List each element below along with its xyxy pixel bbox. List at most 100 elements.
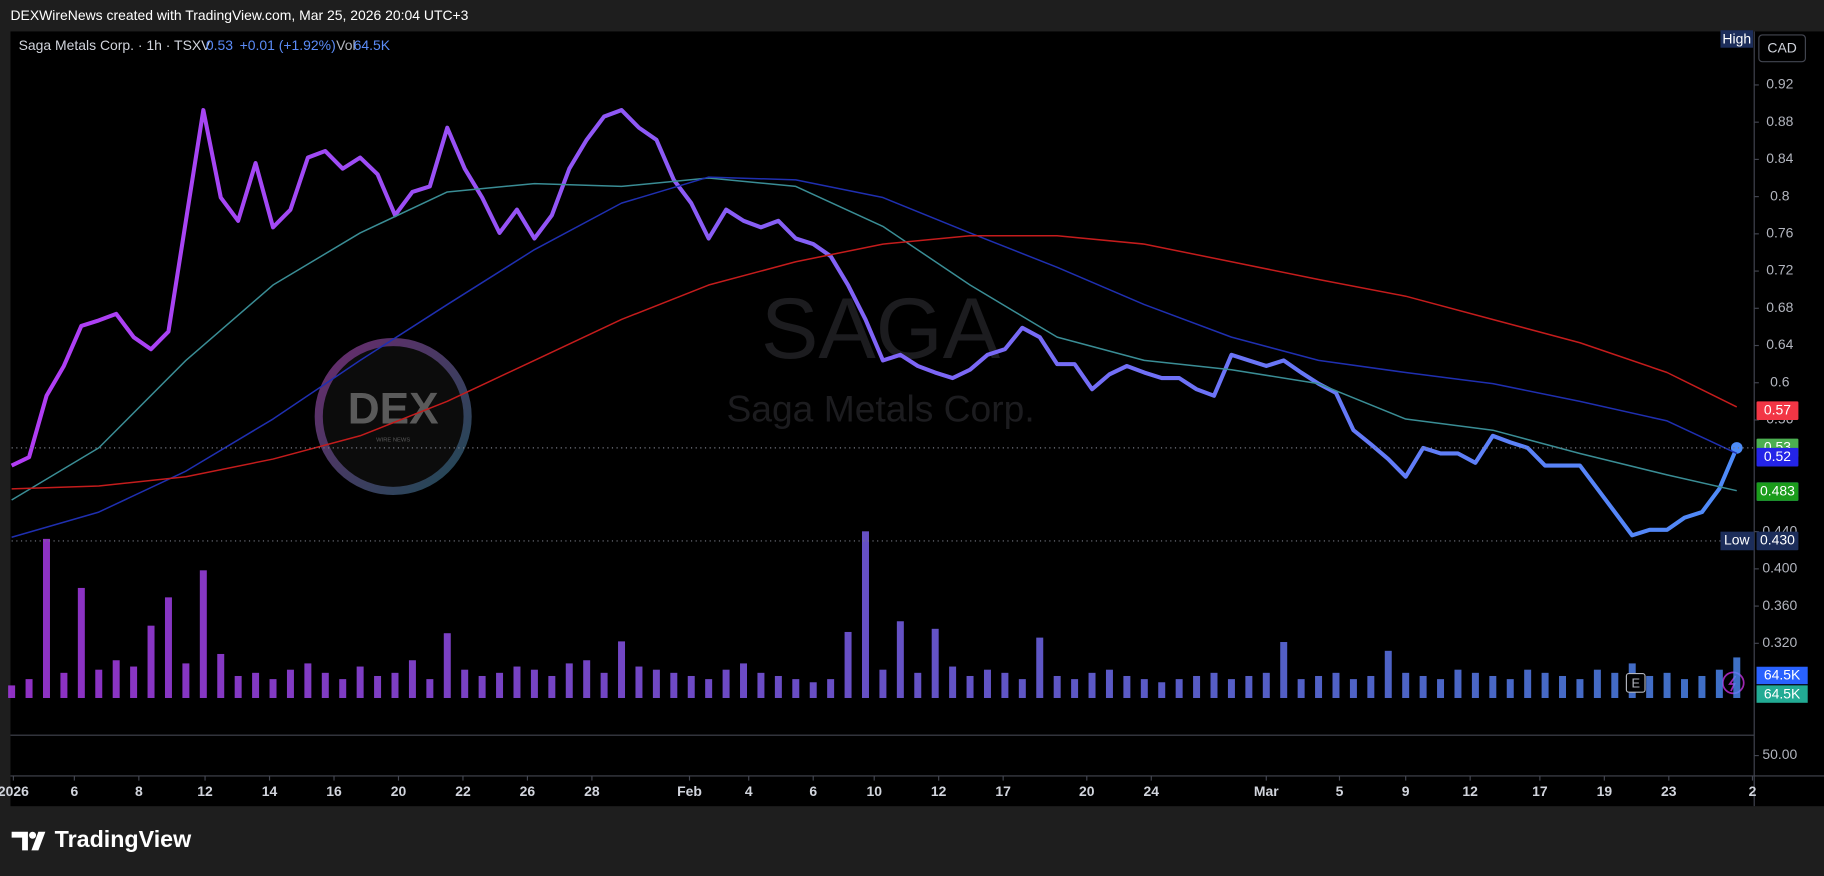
volume-label-box [1756, 685, 1808, 703]
volume-bar [1402, 672, 1410, 698]
volume-bar [130, 666, 138, 698]
volume-bar [1053, 675, 1061, 698]
volume-bar [1733, 657, 1741, 698]
volume-bar [1227, 679, 1235, 698]
price-label: 0.52 [1764, 448, 1791, 464]
moving-average [11, 176, 1738, 538]
x-tick-label: 22 [455, 783, 471, 799]
x-tick-label: 17 [1532, 783, 1548, 799]
price-tag-box [1720, 531, 1755, 551]
x-tick-label: 12 [931, 783, 947, 799]
volume-bar [1262, 672, 1270, 698]
legend-last: 0.53 [206, 37, 233, 53]
volume-bar [774, 675, 782, 698]
volume-bar [652, 669, 660, 698]
y-tick-label: 0.360 [1762, 597, 1797, 613]
volume-bar [1140, 679, 1148, 698]
volume-bar [1105, 669, 1113, 698]
volume-bar [983, 669, 991, 698]
tv-icon-dot [29, 831, 37, 839]
plot: 0.920.880.840.80.760.720.680.640.60.560.… [0, 76, 1808, 799]
volume-bar [374, 675, 382, 698]
volume-label: 64.5K [1764, 667, 1801, 683]
volume-bar [757, 672, 765, 698]
volume-bar [670, 672, 678, 698]
volume-bar [60, 672, 68, 698]
volume-bar [618, 641, 626, 698]
x-tick-label: 17 [995, 783, 1011, 799]
volume-bar [530, 669, 538, 698]
currency-box[interactable] [1758, 34, 1806, 63]
volume-bar [496, 672, 504, 698]
volume-bar [879, 669, 887, 698]
volume-bar [339, 679, 347, 698]
x-tick-label: 9 [1402, 783, 1410, 799]
volume-bar [1646, 675, 1654, 698]
x-tick-label: Feb [677, 783, 702, 799]
volume-bar [565, 663, 573, 698]
volume-bar [949, 666, 957, 698]
volume-bar [391, 672, 399, 698]
volume-bar [1280, 642, 1288, 698]
icon-bolt[interactable] [1728, 675, 1737, 692]
volume-bar [1297, 679, 1305, 698]
volume-bar [269, 679, 277, 698]
volume-bar [513, 666, 521, 698]
volume-bar [827, 679, 835, 698]
x-tick-label: 6 [809, 783, 817, 799]
volume-bar [182, 663, 190, 698]
price-label: 0.57 [1764, 401, 1791, 417]
volume-bar [931, 628, 939, 698]
watermark-ticker: SAGA [761, 281, 1001, 377]
x-tick-label: 6 [70, 783, 78, 799]
volume-bar [896, 621, 904, 698]
x-tick-label: 20 [391, 783, 407, 799]
volume-bar [1489, 675, 1497, 698]
y-tick-label: 0.92 [1766, 76, 1793, 92]
x-tick-label: 20 [1079, 783, 1095, 799]
y-tick-label: 0.320 [1762, 634, 1797, 650]
volume-bar [217, 653, 225, 698]
currency[interactable]: CAD [1767, 40, 1796, 56]
volume-bar [914, 672, 922, 698]
y-tick-label: 0.68 [1766, 299, 1793, 315]
moving-average [11, 234, 1738, 490]
high-tag: High [1722, 30, 1751, 46]
watermark-name: Saga Metals Corp. [726, 388, 1034, 430]
tv-icon [11, 831, 46, 851]
volume-bar [199, 570, 207, 698]
volume-bar [1332, 672, 1340, 698]
volume-bar [1576, 679, 1584, 698]
volume-bar [95, 669, 103, 698]
volume-bar [1681, 679, 1688, 698]
footer-brand: TradingView [55, 826, 192, 852]
logo-ring [314, 337, 472, 495]
x-tick-label: 2026 [0, 783, 29, 799]
volume-bar [583, 660, 591, 698]
volume-bar [286, 669, 294, 698]
x-tick-label: 2 [1749, 783, 1757, 799]
price-line [10, 108, 1739, 538]
volume-bar [1018, 679, 1026, 698]
volume-bar [426, 679, 434, 698]
x-tick-label: 14 [262, 783, 278, 799]
volume-bar [461, 669, 469, 698]
volume-bar [77, 587, 85, 698]
legend-symbol: Saga Metals Corp. · 1h · TSXV [19, 37, 212, 53]
volume-bar [1071, 679, 1079, 698]
volume-label: 64.5K [1764, 685, 1801, 701]
logo-subtext: WIRE NEWS [376, 437, 410, 443]
pane2-tick-label: 50.00 [1762, 746, 1797, 762]
moving-average [11, 177, 1737, 501]
x-tick-label: 12 [197, 783, 213, 799]
logo-text: DEX [348, 384, 439, 433]
volume-bar [1611, 672, 1619, 698]
legend: Saga Metals Corp. · 1h · TSXV 0.53 +0.01… [19, 37, 391, 53]
volume-bar [25, 679, 33, 698]
volume-bar [862, 531, 869, 698]
volume-bar [1471, 672, 1479, 698]
x-tick-label: 10 [866, 783, 882, 799]
volume-bar [1193, 675, 1201, 698]
x-tick-label: 5 [1336, 783, 1344, 799]
